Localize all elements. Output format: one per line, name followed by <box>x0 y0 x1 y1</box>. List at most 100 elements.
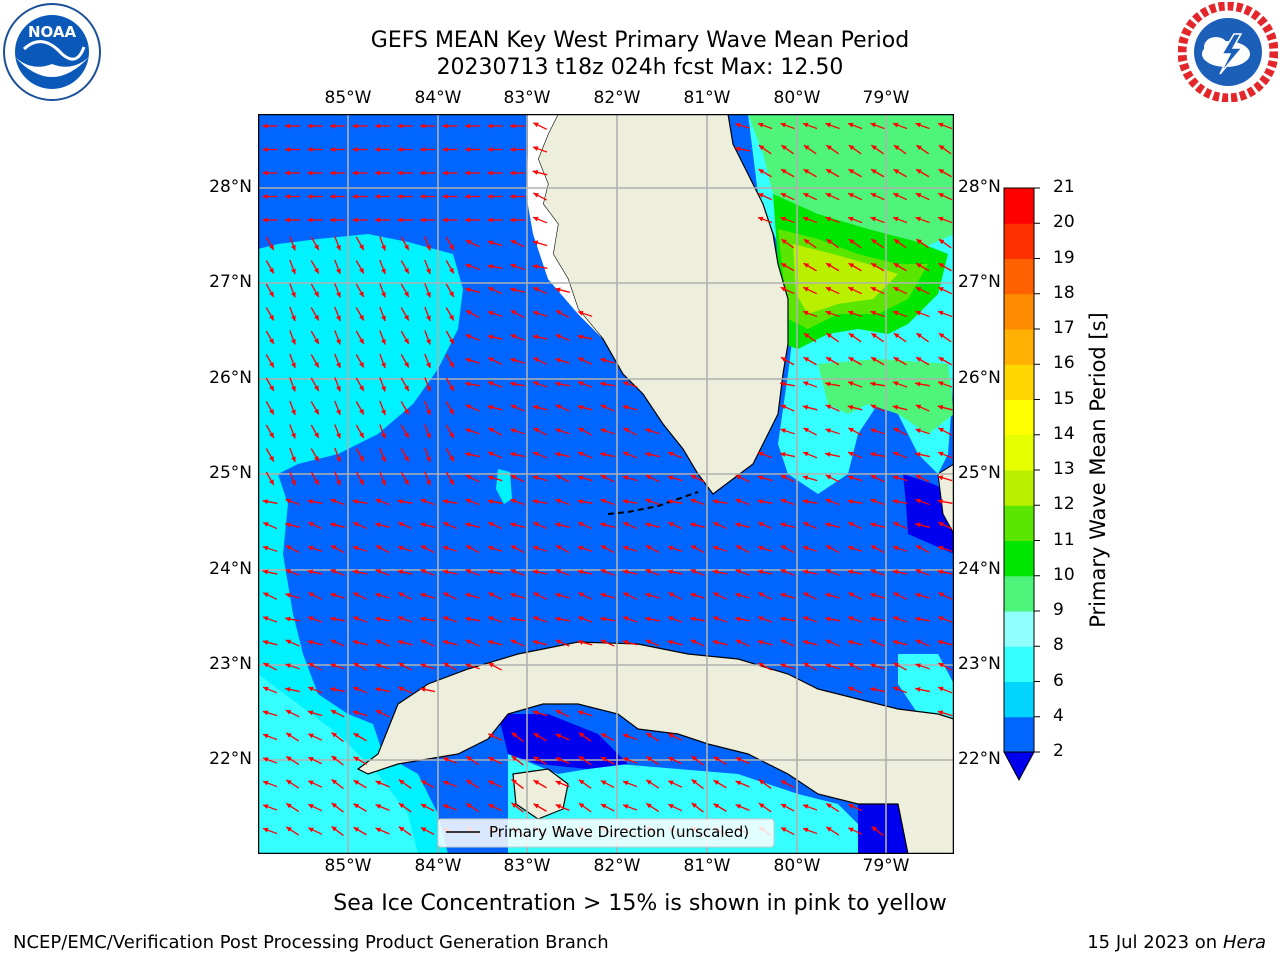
wave-arrow <box>825 474 840 483</box>
wave-arrow <box>307 194 323 199</box>
wave-arrow <box>937 381 953 388</box>
wave-arrow <box>937 310 953 318</box>
wave-arrow <box>424 400 431 416</box>
wave-arrow <box>915 663 930 670</box>
wave-arrow <box>622 569 638 575</box>
wave-arrow <box>892 404 908 411</box>
wave-arrow <box>825 569 840 576</box>
colorbar-tick-label: 11 <box>1053 529 1075 550</box>
wave-arrow <box>915 310 930 318</box>
wave-arrow <box>802 499 818 505</box>
wave-arrow <box>400 401 410 415</box>
wave-arrow <box>622 804 638 811</box>
wave-arrow <box>735 757 750 764</box>
wave-arrow <box>848 356 862 366</box>
colorbar-tick-label: 17 <box>1053 318 1075 338</box>
wave-arrow <box>510 170 525 176</box>
wave-arrow <box>622 451 638 459</box>
wave-arrow <box>445 236 455 251</box>
wave-arrow <box>578 427 592 436</box>
wave-arrow <box>847 286 863 295</box>
wave-arrow <box>488 427 502 436</box>
wave-arrow <box>262 521 278 530</box>
wave-arrow <box>735 474 750 483</box>
wave-arrow <box>262 710 278 717</box>
wave-arrow <box>532 310 548 317</box>
wave-arrow <box>870 616 885 622</box>
lon-label-top: 85°W <box>324 88 372 108</box>
wave-arrow <box>667 780 683 788</box>
wave-arrow <box>667 451 683 459</box>
wave-arrow <box>870 452 885 458</box>
wave-arrow <box>353 662 367 671</box>
wave-arrow <box>802 827 818 835</box>
wave-arrow <box>400 377 410 392</box>
wave-arrow <box>375 170 390 176</box>
wave-arrow <box>334 353 341 369</box>
wave-arrow <box>938 168 952 178</box>
colorbar-segment <box>1004 364 1034 400</box>
wave-arrow <box>487 357 503 365</box>
wave-arrow <box>307 639 323 646</box>
wave-arrow <box>780 216 795 224</box>
wave-arrow <box>600 756 615 765</box>
wave-arrow <box>510 428 525 435</box>
lon-label-bottom: 85°W <box>324 856 372 876</box>
wave-arrow <box>465 194 480 199</box>
wave-arrow <box>487 616 503 623</box>
ocean-field-8-9s-sw <box>258 674 418 854</box>
wave-arrow <box>442 639 458 646</box>
wave-arrow <box>397 217 413 223</box>
wave-arrow <box>735 122 750 129</box>
wave-arrow <box>847 569 863 575</box>
wave-arrow <box>780 498 795 506</box>
wave-arrow <box>915 592 930 599</box>
wave-arrow <box>310 260 320 274</box>
wave-arrow <box>442 592 458 600</box>
wave-arrow <box>758 144 772 155</box>
wave-arrow <box>780 592 795 599</box>
wave-arrow <box>555 709 570 718</box>
wave-arrow <box>379 236 386 251</box>
wave-arrow <box>285 123 300 129</box>
lat-label-right: 24°N <box>958 559 1001 579</box>
wave-arrow <box>397 686 413 694</box>
wave-arrow <box>424 447 431 463</box>
wave-arrow <box>487 475 503 482</box>
colorbar-label: Primary Wave Mean Period [s] <box>1086 312 1110 628</box>
wave-arrow <box>915 616 930 622</box>
ocean-field-under-cuba <box>498 714 628 769</box>
wave-arrow <box>780 238 795 249</box>
wave-arrow <box>511 731 524 743</box>
wave-arrow <box>445 307 455 321</box>
wave-arrow <box>511 802 524 813</box>
wave-arrow <box>802 286 818 295</box>
wave-arrow <box>442 194 458 199</box>
wave-arrow <box>825 544 840 554</box>
map-frame <box>258 114 954 854</box>
lon-label-bottom: 84°W <box>414 856 462 876</box>
wave-arrow <box>691 755 704 766</box>
wave-arrow <box>825 404 840 412</box>
wave-arrow <box>600 639 615 647</box>
wave-arrow <box>780 404 795 412</box>
wave-arrow <box>265 377 275 392</box>
wave-arrow <box>532 216 548 224</box>
wave-arrow <box>445 260 455 274</box>
wave-arrow <box>310 330 320 345</box>
colorbar-tick-label: 8 <box>1053 635 1064 656</box>
wave-arrow <box>555 544 570 554</box>
land-florida <box>538 114 788 494</box>
wave-arrow <box>802 521 818 530</box>
wave-arrow <box>334 259 341 275</box>
wave-arrow <box>379 306 386 322</box>
wave-arrow <box>379 447 386 463</box>
wave-arrow <box>780 522 795 528</box>
wave-arrow <box>532 286 548 295</box>
wave-arrow <box>848 427 862 436</box>
wave-arrow <box>667 733 683 741</box>
wave-arrow <box>533 803 547 812</box>
wave-arrow <box>825 192 840 201</box>
wave-arrow <box>893 238 907 249</box>
wave-arrow <box>307 217 323 223</box>
